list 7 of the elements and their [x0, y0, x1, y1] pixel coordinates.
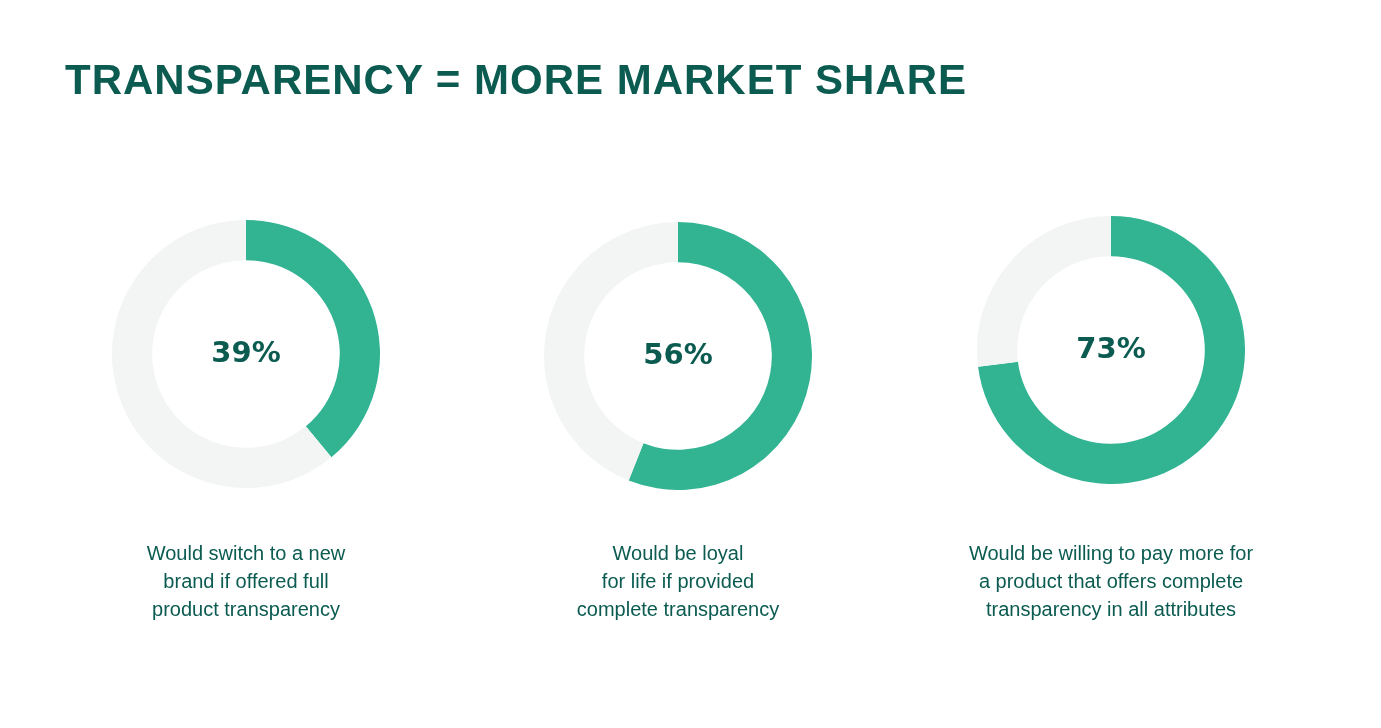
text: Would be willing to pay more for a product that offers complete transparency in all attributes	[967, 541, 1255, 622]
text: Would be loyal for life if provided complete transparency	[575, 541, 781, 622]
text: Would switch to a new brand if offered full product transparency	[145, 541, 347, 622]
data-label: 56%	[643, 336, 713, 371]
text: TRANSPARENCY = MORE MARKET SHARE	[65, 55, 968, 105]
data-label: 73%	[1076, 330, 1146, 365]
data-label: 39%	[211, 334, 281, 369]
